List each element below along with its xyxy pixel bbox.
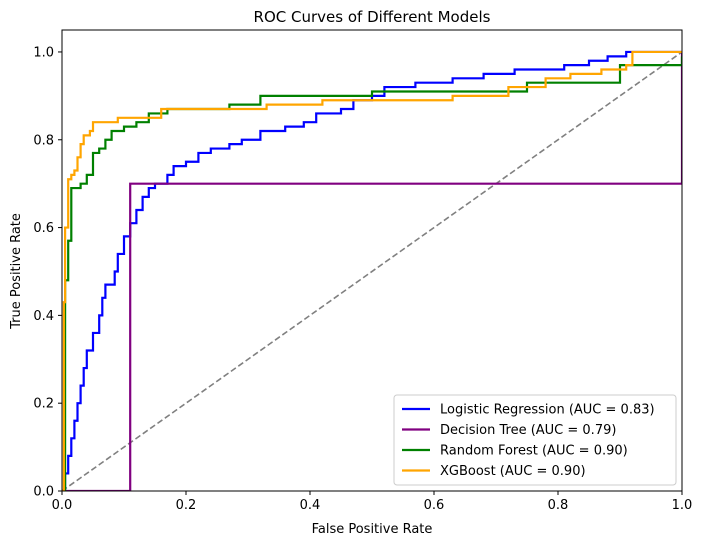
series-line-0: [62, 50, 682, 491]
legend-label: Decision Tree (AUC = 0.79): [440, 423, 616, 438]
legend: Logistic Regression (AUC = 0.83) Decision…: [393, 394, 677, 486]
x-tick-label: 0.0: [52, 498, 73, 513]
chart-title: ROC Curves of Different Models: [254, 8, 491, 26]
legend-label: Logistic Regression (AUC = 0.83): [440, 403, 655, 418]
axes: 0.0 0.2 0.4 0.6 0.8 1.0 0.0 0.2 0.4 0.6 0.8 1.0: [33, 29, 693, 513]
y-axis-label: True Positive Rate: [9, 213, 24, 330]
x-tick-label: 0.4: [300, 498, 321, 513]
series-line-2: [62, 56, 682, 491]
series-line-1: [62, 51, 682, 491]
x-tick-label: 0.2: [176, 498, 197, 513]
y-tick-label: 0.4: [33, 309, 54, 324]
chance-reference-line: [62, 51, 682, 491]
y-tick-label: 0.8: [33, 133, 54, 148]
legend-label: XGBoost (AUC = 0.90): [440, 464, 586, 479]
series-line-3: [62, 50, 682, 491]
y-tick-label: 0.0: [33, 485, 54, 500]
legend-box: [393, 394, 677, 486]
legend-label: Random Forest (AUC = 0.90): [440, 444, 628, 459]
y-tick-label: 0.2: [33, 397, 54, 412]
x-tick-label: 0.8: [548, 498, 569, 513]
x-tick-label: 0.6: [424, 498, 445, 513]
plot-area: [62, 50, 682, 491]
x-axis-label: False Positive Rate: [312, 522, 433, 537]
plot-frame: [61, 29, 683, 492]
y-tick-label: 1.0: [33, 45, 54, 60]
x-tick-label: 1.0: [672, 498, 693, 513]
y-tick-label: 0.6: [33, 221, 54, 236]
